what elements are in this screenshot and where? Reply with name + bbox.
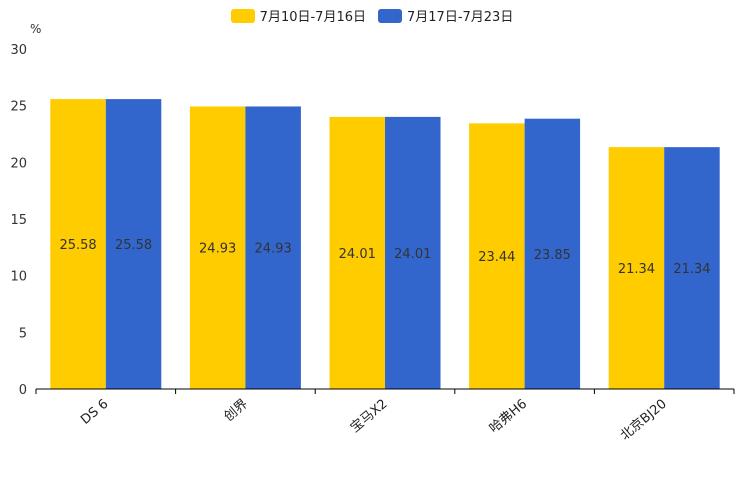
- x-tick-label: 创界: [221, 397, 251, 425]
- legend-label-series-2: 7月17日-7月23日: [407, 10, 514, 25]
- data-label: 25.58: [59, 238, 96, 253]
- x-tick-label: 北京BJ20: [618, 397, 670, 444]
- y-tick-label: 30: [10, 43, 27, 58]
- bar-1: [469, 123, 525, 389]
- y-tick-label: 20: [10, 156, 27, 171]
- data-label: 24.93: [199, 242, 236, 257]
- data-label: 23.44: [478, 250, 515, 265]
- y-tick-label: 10: [10, 270, 27, 285]
- data-label: 24.01: [394, 247, 431, 262]
- x-tick-label: 哈弗H6: [487, 397, 530, 437]
- bar-2: [664, 147, 720, 389]
- bar-1: [329, 116, 385, 390]
- data-label: 21.34: [673, 262, 710, 277]
- data-label: 24.93: [255, 242, 292, 257]
- legend-item-series-2[interactable]: 7月17日-7月23日: [378, 6, 513, 25]
- data-label: 24.01: [339, 247, 376, 262]
- bar-2: [245, 106, 301, 390]
- y-axis-unit-label: %: [30, 22, 42, 36]
- y-tick-label: 15: [10, 213, 27, 228]
- x-tick-label: DS 6: [78, 397, 111, 428]
- bar-2: [385, 116, 441, 390]
- legend-item-series-1[interactable]: 7月10日-7月16日: [230, 6, 366, 25]
- y-tick-label: 25: [10, 100, 27, 115]
- bar-2: [105, 99, 162, 390]
- y-tick-label: 5: [19, 326, 27, 341]
- bar-1: [608, 147, 665, 389]
- data-label: 21.34: [618, 262, 655, 277]
- y-tick-label: 0: [19, 383, 27, 398]
- data-label: 23.85: [534, 248, 571, 263]
- bar-1: [189, 106, 246, 390]
- bar-2: [524, 118, 581, 389]
- legend-swatch-series-2: [378, 8, 402, 23]
- legend-label-series-1: 7月10日-7月16日: [259, 10, 366, 25]
- x-tick-label: 宝马X2: [348, 397, 391, 436]
- legend-swatch-series-1: [230, 8, 255, 23]
- legend: 7月10日-7月16日 7月17日-7月23日: [0, 6, 744, 25]
- data-label: 25.58: [115, 238, 152, 253]
- bar-1: [50, 99, 106, 390]
